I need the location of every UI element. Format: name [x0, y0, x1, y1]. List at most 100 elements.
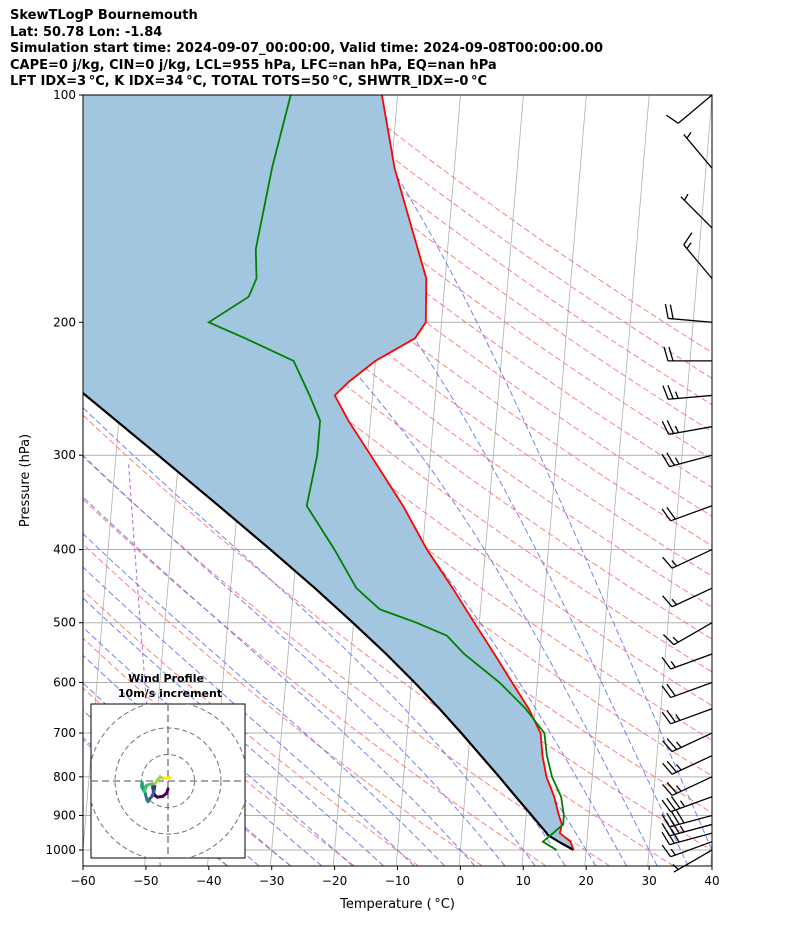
wind-barb-staff	[671, 548, 713, 569]
wind-barb	[680, 193, 713, 229]
hodograph-plot	[91, 704, 245, 858]
wind-barb-half-flag	[674, 391, 679, 399]
y-tick-label: 500	[53, 616, 76, 630]
wind-barb	[662, 587, 713, 608]
y-tick-label: 200	[53, 315, 76, 329]
y-tick-label: 1000	[45, 843, 76, 857]
dry-adiabat-line	[347, 96, 712, 354]
wind-barb-flag	[667, 385, 674, 400]
isotherm-line	[395, 95, 461, 866]
dry-adiabat-line	[83, 498, 547, 866]
wind-barb-flag	[662, 740, 673, 753]
wind-barb-flag	[661, 831, 671, 845]
wind-barb-staff	[670, 681, 713, 699]
wind-barb-flag	[666, 738, 678, 750]
wind-barb-staff	[671, 755, 713, 775]
moist-adiabat-line	[83, 533, 445, 866]
wind-barb-flag	[661, 823, 671, 837]
temperature-line	[333, 95, 575, 851]
wind-barb	[662, 385, 713, 400]
wind-barb-flag	[662, 385, 669, 400]
wind-barb-flag	[663, 346, 669, 362]
y-tick-label: 800	[53, 770, 76, 784]
dry-adiabat-line	[83, 589, 419, 866]
moist-adiabat-line	[83, 496, 476, 866]
wind-barb-half-flag	[671, 598, 678, 606]
x-tick-label: 30	[641, 874, 656, 888]
wind-barb-half-flag	[674, 457, 680, 465]
title-times: Simulation start time: 2024-09-07_00:00:…	[10, 41, 603, 56]
wind-barb-staff	[673, 849, 713, 873]
wind-barb-staff	[670, 841, 713, 858]
wind-barb	[661, 681, 713, 699]
moist-adiabat-line	[83, 566, 415, 866]
dry-adiabat-line	[184, 96, 712, 489]
wind-barb-staff	[669, 832, 713, 846]
wind-barb-flag	[666, 452, 675, 466]
dry-adiabat-line	[83, 456, 611, 866]
wind-barb-half-flag	[675, 714, 681, 721]
wind-barb-half-flag	[670, 848, 676, 856]
wind-barb-half-flag	[674, 425, 680, 433]
wind-barb-staff	[668, 317, 713, 323]
wind-barb-half-flag	[672, 636, 679, 643]
hodograph-title: Wind Profile	[128, 672, 204, 685]
x-tick-label: 0	[457, 874, 465, 888]
wind-barb-half-flag	[683, 193, 689, 201]
wind-barb-staff	[669, 823, 713, 837]
wind-barb-staff	[669, 814, 713, 828]
wind-barb	[661, 820, 713, 837]
wind-barb-staff	[677, 94, 713, 124]
wind-barb-staff	[680, 196, 713, 229]
wind-barb-half-flag	[672, 863, 679, 870]
wind-barb-flag	[683, 232, 693, 246]
wind-barb-flag	[662, 556, 673, 569]
hodograph-subtitle: 10m/s increment	[118, 687, 222, 700]
wind-barb-staff	[683, 134, 713, 169]
wind-barb-staff	[670, 796, 713, 813]
wind-barb	[661, 505, 713, 522]
wind-barb-flag	[662, 784, 673, 796]
wind-barb	[661, 708, 713, 725]
wind-barb-flag	[666, 760, 678, 773]
parcel-profile-line	[83, 391, 575, 851]
wind-barb-flag	[666, 506, 676, 520]
wind-barb	[661, 796, 713, 813]
wind-barb	[683, 232, 713, 279]
hodograph-inset: Wind Profile 10m/s increment	[90, 672, 246, 859]
wind-barb	[672, 849, 713, 873]
title-latlon: Lat: 50.78 Lon: -1.84	[10, 24, 163, 40]
wind-barb-flag	[662, 762, 673, 775]
wind-barb-staff	[668, 426, 713, 435]
wind-barb-staff	[670, 505, 713, 522]
cape-cin-shading	[83, 95, 574, 850]
wind-barb-staff	[670, 708, 713, 725]
x-tick-label: −60	[70, 874, 95, 888]
wind-barb-flag	[661, 508, 672, 522]
x-tick-label: −10	[385, 874, 410, 888]
wind-barb	[663, 346, 712, 362]
wind-barb-flag	[666, 797, 676, 811]
wind-barb-flag	[664, 304, 669, 319]
wind-barb-staff	[670, 653, 713, 670]
moist-adiabat-line	[223, 110, 689, 866]
chart-header: SkewTLogP Bournemouth Lat: 50.78 Lon: -1…	[10, 8, 603, 91]
x-tick-label: −40	[196, 874, 221, 888]
title-indices-1: CAPE=0 j/kg, CIN=0 j/kg, LCL=955 hPa, LF…	[10, 57, 497, 73]
x-tick-label: −30	[259, 874, 284, 888]
wind-barb-staff	[673, 622, 713, 646]
y-tick-label: 300	[53, 448, 76, 462]
wind-barb	[664, 304, 713, 323]
wind-barb	[683, 131, 713, 169]
wind-barb-flag	[668, 346, 674, 362]
moist-adiabat-line	[354, 110, 712, 852]
wind-barb-staff	[668, 394, 713, 400]
isotherm-line	[584, 95, 650, 866]
wind-barb	[661, 452, 713, 468]
wind-barb-staff	[669, 454, 713, 468]
wind-barb-flag	[661, 453, 671, 467]
wind-barb-flag	[661, 420, 670, 435]
wind-barb	[661, 810, 713, 828]
